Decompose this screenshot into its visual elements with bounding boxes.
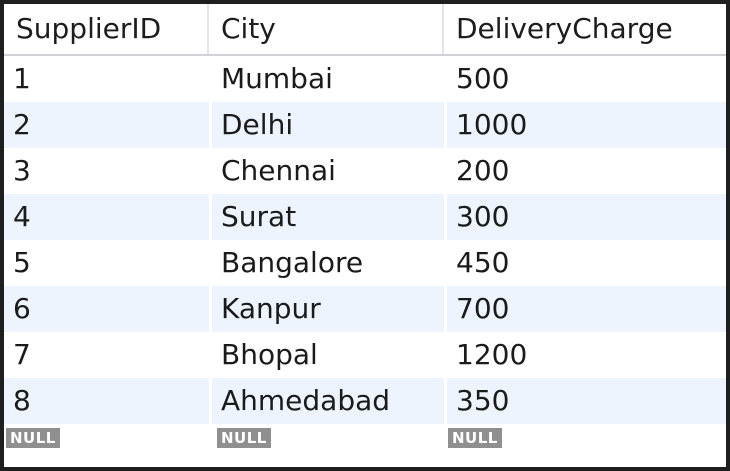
table-row[interactable]: 2 Delhi 1000 [4, 102, 726, 148]
table-row[interactable]: 4 Surat 300 [4, 194, 726, 240]
cell-city[interactable]: Bangalore [209, 240, 444, 286]
cell-supplierid[interactable]: 1 [13, 62, 31, 95]
cell-supplierid[interactable]: 3 [13, 154, 31, 187]
cell-deliverycharge[interactable]: 450 [444, 240, 726, 286]
table-row[interactable]: 7 Bhopal 1200 [4, 332, 726, 378]
cell-supplierid[interactable]: 4 [13, 200, 31, 233]
cell-supplierid[interactable]: 5 [13, 246, 31, 279]
null-cell-city[interactable]: NULL [209, 424, 444, 454]
cell-city[interactable]: Kanpur [209, 286, 444, 332]
table-row[interactable]: 8 Ahmedabad 350 [4, 378, 726, 424]
cell-deliverycharge[interactable]: 300 [444, 194, 726, 240]
cell-supplierid[interactable]: 2 [13, 108, 31, 141]
cell-supplierid[interactable]: 7 [13, 338, 31, 371]
cell-deliverycharge[interactable]: 1000 [444, 102, 726, 148]
cell-supplierid[interactable]: 8 [13, 384, 31, 417]
table-row[interactable]: 5 Bangalore 450 [4, 240, 726, 286]
cell-city[interactable]: Surat [209, 194, 444, 240]
new-row-placeholder[interactable]: NULL NULL NULL [4, 424, 726, 454]
table-row[interactable]: 3 Chennai 200 [4, 148, 726, 194]
null-badge: NULL [448, 428, 502, 448]
cell-supplierid[interactable]: 6 [13, 292, 31, 325]
result-grid: SupplierID City DeliveryCharge 1 Mumbai … [4, 4, 726, 454]
cell-deliverycharge[interactable]: 1200 [444, 332, 726, 378]
cell-deliverycharge[interactable]: 350 [444, 378, 726, 424]
column-header-deliverycharge[interactable]: DeliveryCharge [456, 12, 673, 45]
column-header-supplierid[interactable]: SupplierID [4, 4, 209, 54]
cell-city[interactable]: Chennai [209, 148, 444, 194]
null-badge: NULL [6, 428, 60, 448]
table-row[interactable]: 1 Mumbai 500 [4, 56, 726, 102]
table-row[interactable]: 6 Kanpur 700 [4, 286, 726, 332]
cell-city[interactable]: Ahmedabad [209, 378, 444, 424]
grid-header-row: SupplierID City DeliveryCharge [4, 4, 726, 56]
cell-city[interactable]: Mumbai [209, 56, 444, 102]
cell-deliverycharge[interactable]: 700 [444, 286, 726, 332]
cell-city[interactable]: Bhopal [209, 332, 444, 378]
cell-city[interactable]: Delhi [209, 102, 444, 148]
null-badge: NULL [217, 428, 271, 448]
cell-deliverycharge[interactable]: 500 [444, 56, 726, 102]
null-cell-deliverycharge[interactable]: NULL [444, 424, 726, 454]
cell-deliverycharge[interactable]: 200 [444, 148, 726, 194]
column-header-city[interactable]: City [209, 4, 444, 54]
null-cell-supplierid[interactable]: NULL [4, 424, 209, 454]
